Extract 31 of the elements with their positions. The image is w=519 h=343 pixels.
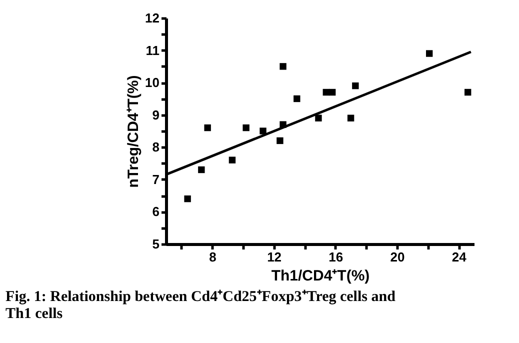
y-tick-label: 11 [146, 42, 160, 58]
point [242, 124, 250, 132]
x-tick-label: 12 [267, 250, 282, 264]
point [328, 88, 336, 96]
point [294, 95, 300, 102]
y-tick-label: 9 [152, 107, 160, 122]
y-tick-label: 12 [145, 10, 160, 26]
point [352, 82, 359, 90]
y-tick-label: 8 [152, 140, 160, 155]
caption: Fig. 1: Relationship between Cd4⁺Cd25⁺Foxp3⁺Treg cells and Th1 cells [6, 289, 396, 322]
x-tick-label: 20 [390, 250, 405, 264]
x-tick-label: 24 [452, 250, 468, 264]
point [260, 128, 266, 134]
y-axis-title: nTreg/CD4⁺T(%) [125, 75, 142, 188]
point [315, 114, 322, 122]
point [204, 124, 211, 132]
point [276, 137, 284, 144]
x-tick-label: 16 [328, 250, 344, 264]
y-tick-label: 7 [152, 172, 160, 187]
x-tick-label: 8 [209, 250, 216, 264]
point [184, 195, 191, 202]
point [228, 156, 236, 164]
point [464, 88, 472, 96]
point [198, 166, 205, 174]
y-tick-label: 5 [152, 236, 160, 252]
point [280, 63, 286, 70]
point [426, 50, 433, 57]
x-axis-title: Th1/CD4⁺T(%) [271, 268, 370, 284]
point [347, 114, 354, 122]
y-tick-label: 6 [152, 204, 160, 220]
y-tick-label: 10 [145, 75, 160, 90]
